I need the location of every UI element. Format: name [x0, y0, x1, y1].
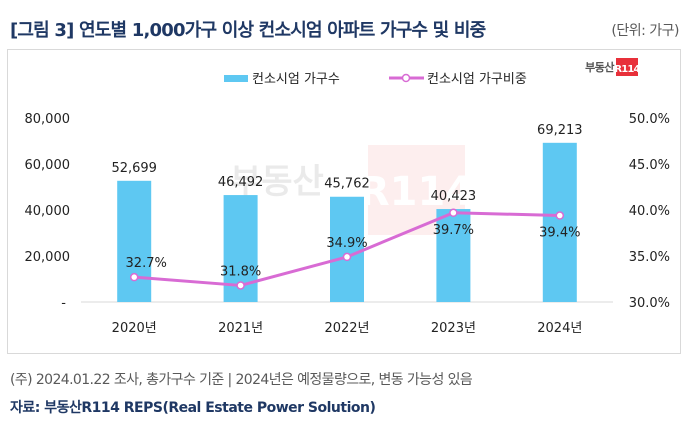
line-data-label: 31.8% [220, 264, 261, 279]
x-tick-label: 2024년 [537, 321, 582, 336]
bar [436, 209, 471, 302]
x-tick-label: 2022년 [324, 321, 369, 336]
bar-data-label: 46,492 [218, 175, 264, 190]
x-tick-label: 2023년 [431, 321, 476, 336]
x-tick-label: 2021년 [218, 321, 263, 336]
logo-badge-text: R114 [614, 64, 640, 75]
logo-badge [616, 58, 638, 76]
x-axis-labels: 2020년 2021년 2022년 2023년 2024년 [112, 321, 583, 336]
y-right-tick-label: 35.0% [629, 250, 670, 265]
line-data-label: 32.7% [126, 256, 167, 271]
y-right-tick-label: 40.0% [629, 204, 670, 219]
unit-label: (단위: 가구) [611, 23, 679, 39]
y-axis-right: 30.0% 35.0% 40.0% 45.0% 50.0% [629, 112, 670, 311]
chart-svg: 부동산 R114 부동산 R114 컨소시엄 가구수 컨소시엄 가구비중 - 20… [25, 58, 670, 336]
legend-line-label: 컨소시엄 가구비중 [427, 72, 527, 87]
watermark-badge-text: R114 [359, 169, 473, 215]
bar-data-label: 69,213 [537, 123, 583, 138]
watermark: 부동산 R114 [230, 145, 473, 235]
line-data-label: 34.9% [326, 236, 367, 251]
x-tick-label: 2020년 [112, 321, 157, 336]
line-marker [342, 252, 352, 262]
line-marker [555, 211, 565, 220]
y-left-tick-label: 80,000 [25, 112, 71, 127]
y-left-tick-label: - [61, 296, 66, 311]
footnote: (주) 2024.01.22 조사, 총가구수 기준 | 2024년은 예정물량… [10, 372, 473, 388]
y-right-tick-label: 30.0% [629, 296, 670, 311]
bar-series [117, 142, 577, 302]
legend-bar-swatch [224, 75, 248, 82]
y-right-tick-label: 50.0% [629, 112, 670, 127]
bar-data-label: 45,762 [324, 177, 370, 192]
bar-data-label: 52,699 [111, 161, 157, 176]
line-marker [449, 208, 458, 218]
logo: 부동산 R114 [585, 58, 641, 76]
y-right-tick-label: 45.0% [629, 158, 670, 173]
bar [117, 180, 152, 302]
bar [330, 196, 364, 302]
legend-bar-label: 컨소시엄 가구수 [252, 72, 340, 87]
line-data-label: 39.7% [433, 223, 474, 238]
y-left-tick-label: 20,000 [25, 250, 71, 265]
y-left-tick-label: 40,000 [25, 204, 71, 219]
line-marker [236, 281, 245, 290]
source-text: 자료: 부동산R114 REPS(Real Estate Power Solut… [10, 400, 376, 416]
legend: 컨소시엄 가구수 컨소시엄 가구비중 [224, 72, 527, 87]
bar-data-label: 40,423 [431, 189, 477, 204]
legend-line-marker [401, 73, 411, 83]
bar-data-labels: 52,699 46,492 45,762 40,423 69,213 [111, 123, 582, 204]
chart-frame: 부동산 R114 부동산 R114 컨소시엄 가구수 컨소시엄 가구비중 - 20… [7, 49, 681, 354]
line-data-label: 39.4% [539, 226, 580, 241]
y-axis-left: - 20,000 40,000 60,000 80,000 [25, 112, 71, 311]
line-marker [129, 272, 139, 282]
chart-title: [그림 3] 연도별 1,000가구 이상 컨소시엄 아파트 가구수 및 비중 [10, 20, 486, 41]
logo-text: 부동산 [585, 60, 614, 74]
bar [542, 142, 577, 302]
y-left-tick-label: 60,000 [25, 158, 71, 173]
line-data-labels: 32.7% 31.8% 34.9% 39.7% 39.4% [126, 223, 581, 280]
line-series [129, 208, 565, 290]
